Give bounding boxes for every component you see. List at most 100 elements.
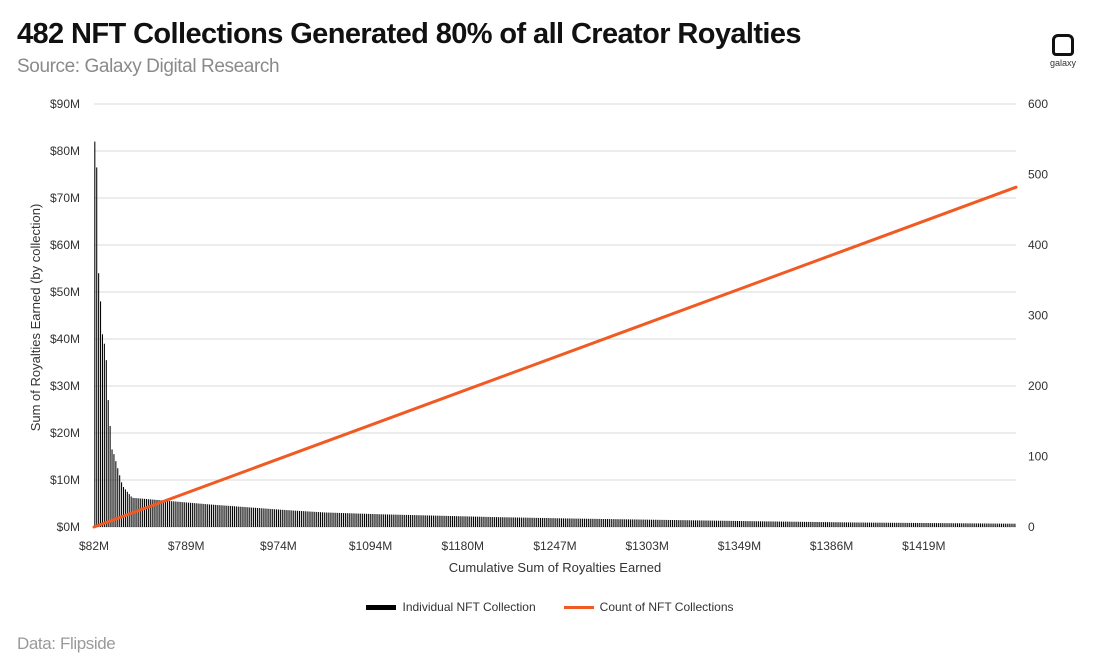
bar: [501, 517, 503, 527]
bar: [859, 522, 861, 527]
bar: [360, 513, 362, 527]
bar: [331, 512, 333, 527]
bar: [1010, 523, 1012, 527]
bar: [262, 508, 264, 527]
bar: [633, 519, 635, 527]
bar: [117, 468, 119, 527]
bar: [400, 514, 402, 527]
bar: [495, 517, 498, 527]
bar: [987, 523, 989, 527]
bar: [235, 506, 237, 527]
bar: [960, 523, 962, 527]
bar: [863, 522, 865, 527]
bar: [237, 506, 239, 527]
bar: [421, 515, 423, 527]
bar: [825, 522, 827, 527]
bar: [518, 517, 520, 527]
bar: [798, 521, 800, 527]
bar: [427, 515, 429, 527]
bar: [696, 520, 698, 527]
bar: [693, 520, 695, 527]
bar: [765, 521, 767, 527]
bar: [647, 519, 649, 527]
bar: [302, 511, 304, 527]
bar: [593, 518, 595, 527]
bar: [362, 513, 364, 527]
bar: [937, 523, 939, 527]
y-tick-label: $80M: [50, 144, 80, 158]
bar: [145, 499, 147, 527]
bar: [834, 522, 836, 527]
bar: [616, 519, 618, 527]
bar: [671, 520, 674, 527]
bar: [966, 523, 968, 527]
bar: [249, 507, 251, 527]
bar: [826, 522, 828, 527]
bar: [226, 505, 228, 527]
galaxy-logo-text: galaxy: [1049, 58, 1076, 68]
bar: [352, 513, 354, 527]
bar: [490, 516, 492, 527]
bar: [897, 522, 899, 527]
bar: [155, 499, 157, 527]
bar: [448, 515, 450, 527]
bar: [555, 518, 557, 527]
bar: [627, 519, 630, 527]
bar: [186, 502, 188, 527]
bar: [721, 520, 723, 527]
bar: [469, 516, 471, 527]
bar: [411, 515, 413, 527]
bar: [895, 522, 897, 527]
chart-subtitle: Source: Galaxy Digital Research: [17, 56, 280, 77]
bar: [358, 513, 360, 527]
bar: [423, 515, 425, 527]
bar: [409, 515, 411, 527]
y-tick-label: $70M: [50, 191, 80, 205]
bar: [878, 522, 880, 527]
bar: [297, 510, 299, 527]
bar: [406, 514, 408, 527]
bar: [1014, 523, 1016, 527]
bar: [939, 523, 941, 527]
bar: [756, 521, 758, 527]
bar: [377, 514, 379, 527]
bar: [212, 504, 214, 527]
bar: [258, 508, 260, 527]
bar: [201, 503, 203, 527]
bar: [386, 514, 389, 527]
bar: [605, 519, 607, 527]
bar: [163, 500, 165, 527]
bar: [570, 518, 572, 527]
bar: [268, 508, 270, 527]
bar: [666, 519, 668, 527]
bar: [124, 489, 126, 527]
bar: [681, 520, 683, 527]
bar: [513, 517, 515, 527]
bar: [323, 512, 325, 527]
bar: [949, 523, 951, 527]
bar: [459, 516, 461, 527]
bar: [379, 514, 381, 527]
y-tick-label: $60M: [50, 238, 80, 252]
bar: [629, 519, 631, 527]
bar: [176, 501, 178, 527]
bar: [792, 521, 794, 527]
bar: [532, 517, 534, 527]
bar: [553, 518, 555, 527]
bar: [641, 519, 643, 527]
y-tick-label: $40M: [50, 332, 80, 346]
bar: [723, 520, 725, 527]
bar: [304, 511, 306, 527]
chart-title: 482 NFT Collections Generated 80% of all…: [17, 18, 802, 50]
y2-tick-label: 400: [1028, 238, 1048, 252]
bar: [715, 520, 718, 527]
bar: [350, 513, 352, 527]
bar: [413, 515, 415, 527]
bar: [342, 513, 345, 527]
bar: [945, 523, 947, 527]
bar: [402, 514, 404, 527]
bar: [557, 518, 559, 527]
bar: [115, 461, 117, 527]
bar: [624, 519, 626, 527]
bar: [802, 521, 804, 527]
